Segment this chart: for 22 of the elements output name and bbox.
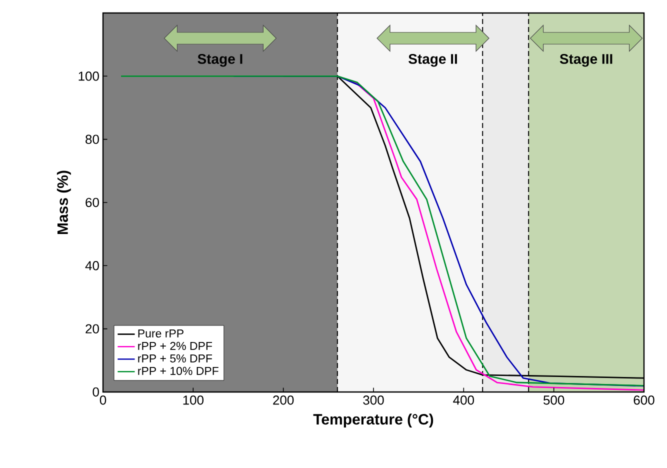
y-tick-label: 20: [86, 324, 99, 334]
y-tick-label: 80: [86, 134, 99, 144]
x-axis-title: Temperature (°C): [313, 414, 434, 428]
band-label: Stage III: [560, 54, 612, 67]
legend-label: rPP + 5% DPF: [138, 354, 212, 362]
x-tick-label: 500: [544, 396, 564, 405]
x-tick-label: 600: [634, 396, 654, 405]
y-axis-title: Mass (%): [56, 170, 71, 234]
x-tick-label: 300: [363, 396, 384, 405]
y-tick-label: 40: [85, 261, 99, 270]
x-tick-label: 100: [183, 396, 204, 405]
band-label: Stage II: [408, 54, 457, 67]
band-label: Stage I: [198, 54, 242, 67]
legend-label: rPP + 10% DPF: [138, 366, 218, 376]
x-tick-label: 400: [453, 396, 474, 405]
y-tick-label: 0: [92, 387, 99, 397]
y-tick-label: 60: [86, 198, 99, 208]
x-tick-label: 200: [273, 396, 294, 405]
y-tick-label: 100: [78, 72, 99, 81]
x-tick-label: 0: [100, 396, 106, 405]
legend-label: Pure rPP: [138, 329, 184, 338]
legend-label: rPP + 2% DPF: [138, 342, 212, 350]
